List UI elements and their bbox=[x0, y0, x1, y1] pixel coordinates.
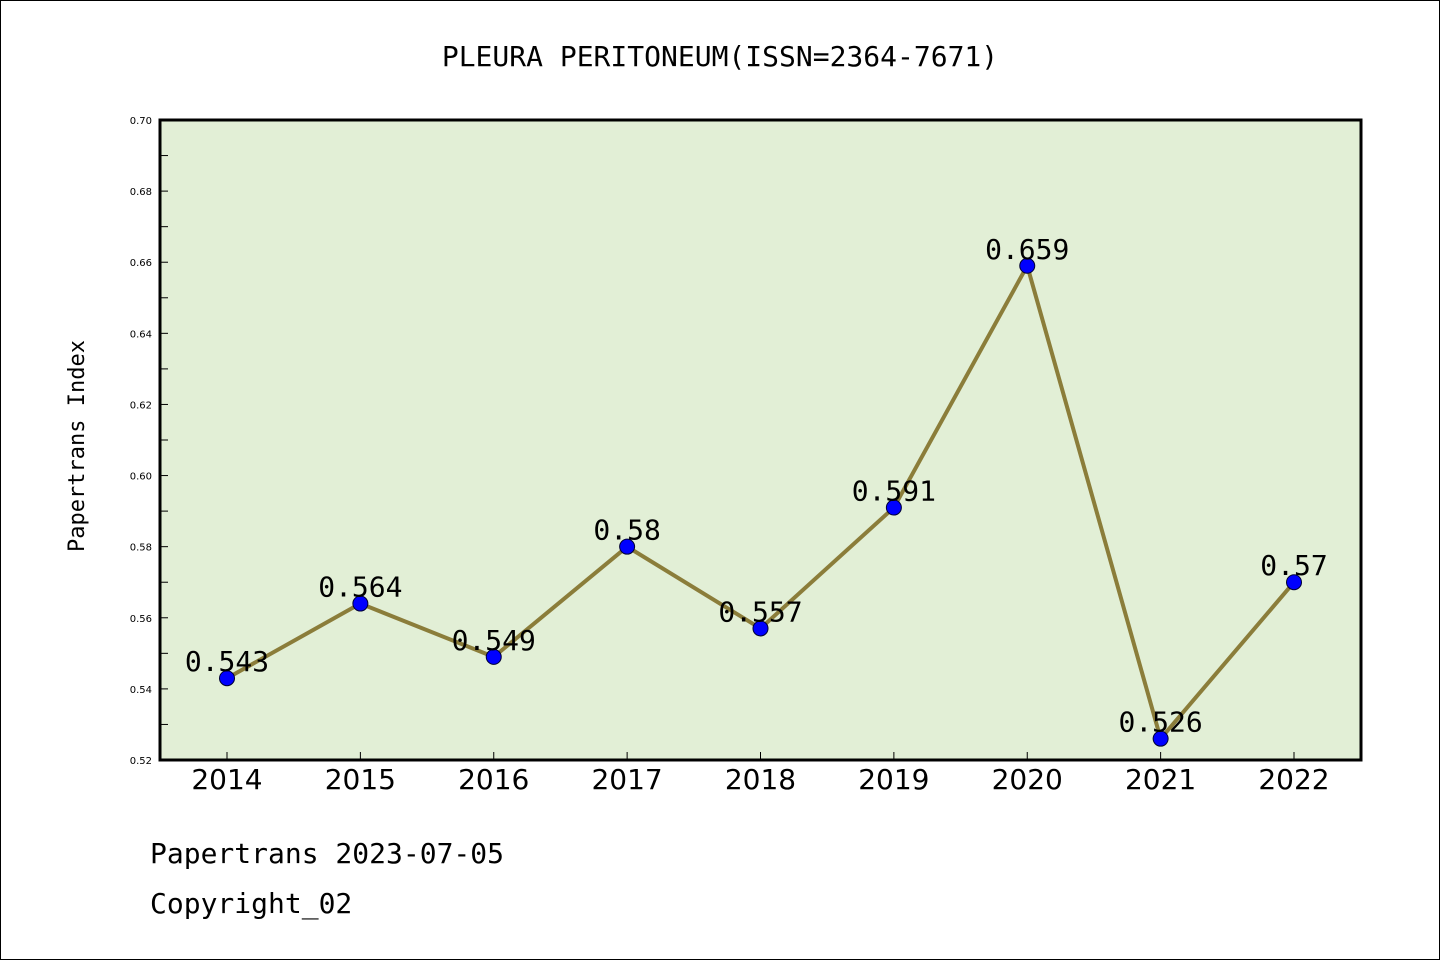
x-tick-label: 2022 bbox=[1258, 763, 1329, 796]
data-label: 0.564 bbox=[318, 571, 402, 604]
footer-date: Papertrans 2023-07-05 bbox=[150, 837, 504, 870]
y-axis-label: Papertrans Index bbox=[65, 340, 90, 552]
x-tick-label: 2020 bbox=[992, 763, 1063, 796]
plot-area bbox=[158, 118, 1363, 762]
data-point bbox=[219, 670, 235, 687]
data-point bbox=[485, 648, 502, 665]
y-tick-label: 0.52 bbox=[130, 756, 152, 767]
data-label: 0.557 bbox=[718, 595, 802, 628]
y-tick-label: 0.68 bbox=[130, 187, 152, 198]
series-layer bbox=[219, 257, 1302, 747]
y-tick-label: 0.66 bbox=[130, 258, 152, 269]
x-tick-label: 2014 bbox=[191, 763, 262, 796]
data-point bbox=[1152, 730, 1169, 747]
y-axis-ticks: 0.52 0.54 0.56 0.58 0.60 0.62 0.64 0.66 0.68 0.70 bbox=[130, 116, 168, 767]
x-tick-label: 2015 bbox=[325, 763, 396, 796]
data-label: 0.659 bbox=[985, 233, 1069, 266]
data-label: 0.526 bbox=[1118, 706, 1202, 739]
x-tick-label: 2019 bbox=[858, 763, 929, 796]
data-label: 0.58 bbox=[593, 514, 660, 547]
data-point bbox=[619, 538, 636, 555]
data-point bbox=[352, 595, 369, 612]
y-tick-label: 0.54 bbox=[130, 685, 152, 696]
data-point bbox=[752, 620, 769, 637]
data-point bbox=[1286, 574, 1302, 591]
x-axis-ticks: 2014 2015 2016 2017 2018 2019 2020 2021 2022 bbox=[191, 752, 1330, 796]
data-label: 0.543 bbox=[185, 645, 269, 678]
x-tick-label: 2021 bbox=[1125, 763, 1196, 796]
y-tick-label: 0.60 bbox=[130, 472, 152, 483]
chart-title: PLEURA PERITONEUM(ISSN=2364-7671) bbox=[442, 40, 998, 73]
y-tick-label: 0.62 bbox=[130, 400, 152, 411]
footer-copyright: Copyright_02 bbox=[150, 887, 352, 921]
data-label: 0.591 bbox=[852, 475, 936, 508]
y-tick-label: 0.58 bbox=[130, 543, 152, 554]
y-tick-label: 0.64 bbox=[130, 329, 152, 340]
x-tick-label: 2017 bbox=[591, 763, 662, 796]
data-labels-layer: 0.543 0.564 0.549 0.58 0.557 0.591 0.659 0.526 0… bbox=[185, 233, 1328, 739]
y-tick-label: 0.70 bbox=[130, 116, 152, 127]
data-label: 0.549 bbox=[452, 624, 536, 657]
y-tick-label: 0.56 bbox=[130, 614, 152, 625]
x-tick-label: 2018 bbox=[725, 763, 796, 796]
x-tick-label: 2016 bbox=[458, 763, 529, 796]
data-point bbox=[1019, 257, 1036, 274]
data-label: 0.57 bbox=[1260, 549, 1327, 582]
data-point bbox=[885, 499, 902, 516]
